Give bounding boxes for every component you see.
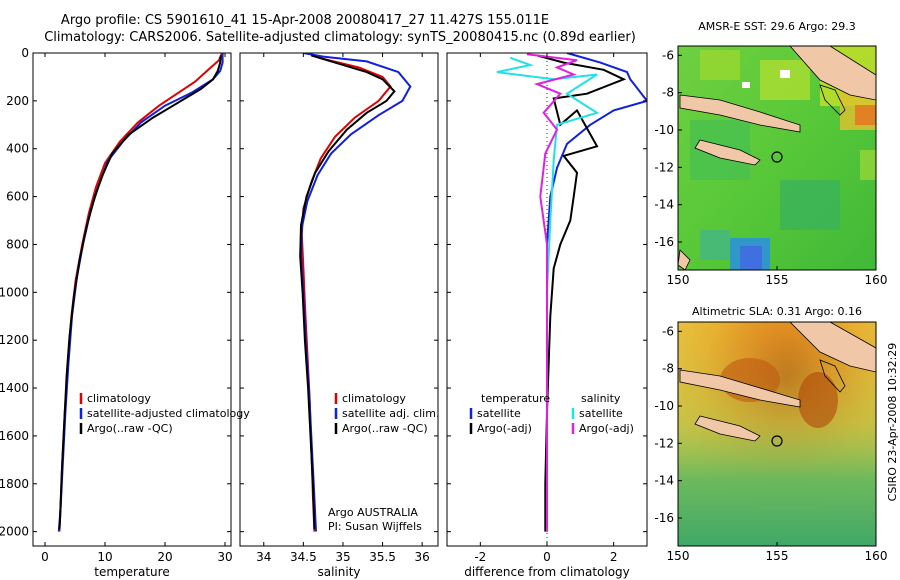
y-tick-label: 1400 [0, 381, 29, 395]
series-group [299, 53, 412, 532]
series-line-satellite-adj-clim- [299, 53, 412, 532]
map-y-tick-label: -14 [654, 474, 674, 488]
y-tick-label: 1600 [0, 429, 29, 443]
legend-header: temperature [481, 392, 550, 405]
map-ticks: 150 155 160 -6 -8 -10 -12 -14 -16 150 155 160 -6 -8 -1… [654, 48, 887, 563]
panel-frame [32, 52, 232, 547]
series-line-argo-raw-qc- [299, 54, 396, 530]
legend-label: Argo(..raw -QC) [87, 422, 173, 435]
y-tick-label: 600 [6, 190, 29, 204]
x-tick-label: -2 [474, 550, 486, 564]
series-line-climatology [58, 53, 223, 532]
x-axis-label: temperature [94, 565, 169, 579]
x-tick-label: 10 [97, 550, 112, 564]
sst-map: AMSR-E SST: 29.6 Argo: 29.3 [677, 20, 877, 271]
sst-map-title: AMSR-E SST: 29.6 Argo: 29.3 [698, 20, 856, 33]
y-tick-label: 200 [6, 94, 29, 108]
sst-map-image [678, 46, 876, 270]
y-tick-label: 400 [6, 142, 29, 156]
x-tick-label: 2 [610, 550, 618, 564]
x-tick-label: 34.5 [290, 550, 317, 564]
series-line-satellite-adjusted-climatology [57, 53, 224, 532]
x-axis-label: difference from climatology [464, 565, 630, 579]
figure-title-line2: Climatology: CARS2006. Satellite-adjuste… [44, 30, 636, 45]
map-y-tick-label: -6 [662, 48, 674, 62]
legend-label: satellite [579, 407, 623, 420]
x-tick-label: 35.5 [369, 550, 396, 564]
x-tick-label: 30 [217, 550, 232, 564]
temperature-panel: 0 10 20 30 temperature 0 200 400 600 800 1000 1200 1… [0, 46, 250, 579]
map-x-tick-label: 155 [766, 549, 789, 563]
y-tick-label: 1200 [0, 333, 29, 347]
map-y-tick-label: -8 [662, 362, 674, 376]
csiro-timestamp: CSIRO 23-Apr-2008 10:32:29 [886, 343, 899, 502]
map-y-tick-label: -12 [654, 436, 674, 450]
legend-header: salinity [581, 392, 621, 405]
series-line-argo-adj- [526, 53, 578, 532]
legend-label: climatology [87, 392, 151, 405]
map-y-tick-label: -10 [654, 399, 674, 413]
series-line-argo-raw-qc- [58, 55, 222, 530]
legend-label: Argo(-adj) [579, 422, 634, 435]
map-y-tick-label: -6 [662, 324, 674, 338]
x-tick-label: 0 [41, 550, 49, 564]
y-tick-label: 1000 [0, 285, 29, 299]
x-tick-label: 35 [335, 550, 350, 564]
map-x-tick-label: 160 [865, 273, 888, 287]
figure-title-line1: Argo profile: CS 5901610_41 15-Apr-2008 … [61, 13, 549, 28]
panel-annotation: PI: Susan Wijffels [328, 520, 422, 533]
map-x-tick-label: 155 [766, 273, 789, 287]
map-x-tick-label: 160 [865, 549, 888, 563]
sst-argo-marker [771, 151, 783, 163]
map-y-tick-label: -14 [654, 198, 674, 212]
series-line-argo-adj- [536, 54, 627, 532]
map-y-tick-label: -16 [654, 511, 674, 525]
legend-label: satellite [477, 407, 521, 420]
legend-label: Argo(..raw -QC) [342, 422, 428, 435]
map-x-tick-label: 150 [667, 549, 690, 563]
panel-annotation: Argo AUSTRALIA [328, 506, 418, 519]
y-tick-label: 2000 [0, 525, 29, 539]
map-y-tick-label: -10 [654, 123, 674, 137]
map-x-tick-label: 150 [667, 273, 690, 287]
x-tick-label: 34 [256, 550, 271, 564]
sla-map-title: Altimetric SLA: 0.31 Argo: 0.16 [692, 305, 862, 318]
sla-map: Altimetric SLA: 0.31 Argo: 0.16 [677, 305, 877, 547]
legend-label: Argo(-adj) [477, 422, 532, 435]
x-axis-label: salinity [317, 565, 360, 579]
map-y-tick-label: -16 [654, 235, 674, 249]
legend-label: satellite adj. clim. [342, 407, 439, 420]
x-tick-label: 20 [157, 550, 172, 564]
sla-argo-marker [771, 435, 783, 447]
series-line-satellite [546, 53, 647, 532]
y-tick-label: 800 [6, 237, 29, 251]
map-y-tick-label: -12 [654, 160, 674, 174]
salinity-panel: 34 34.5 35 35.5 36 salinity climatology satelli… [239, 52, 439, 579]
legend-label: climatology [342, 392, 406, 405]
sla-map-image [678, 322, 876, 546]
map-y-tick-label: -8 [662, 86, 674, 100]
series-line-climatology [300, 53, 392, 532]
panel-frame [239, 52, 439, 547]
y-tick-label: 1800 [0, 477, 29, 491]
series-group [496, 53, 647, 532]
series-group [57, 53, 224, 532]
x-tick-label: 36 [415, 550, 430, 564]
y-tick-label: 0 [21, 46, 29, 60]
legend-label: satellite-adjusted climatology [87, 407, 250, 420]
x-tick-label: 0 [543, 550, 551, 564]
